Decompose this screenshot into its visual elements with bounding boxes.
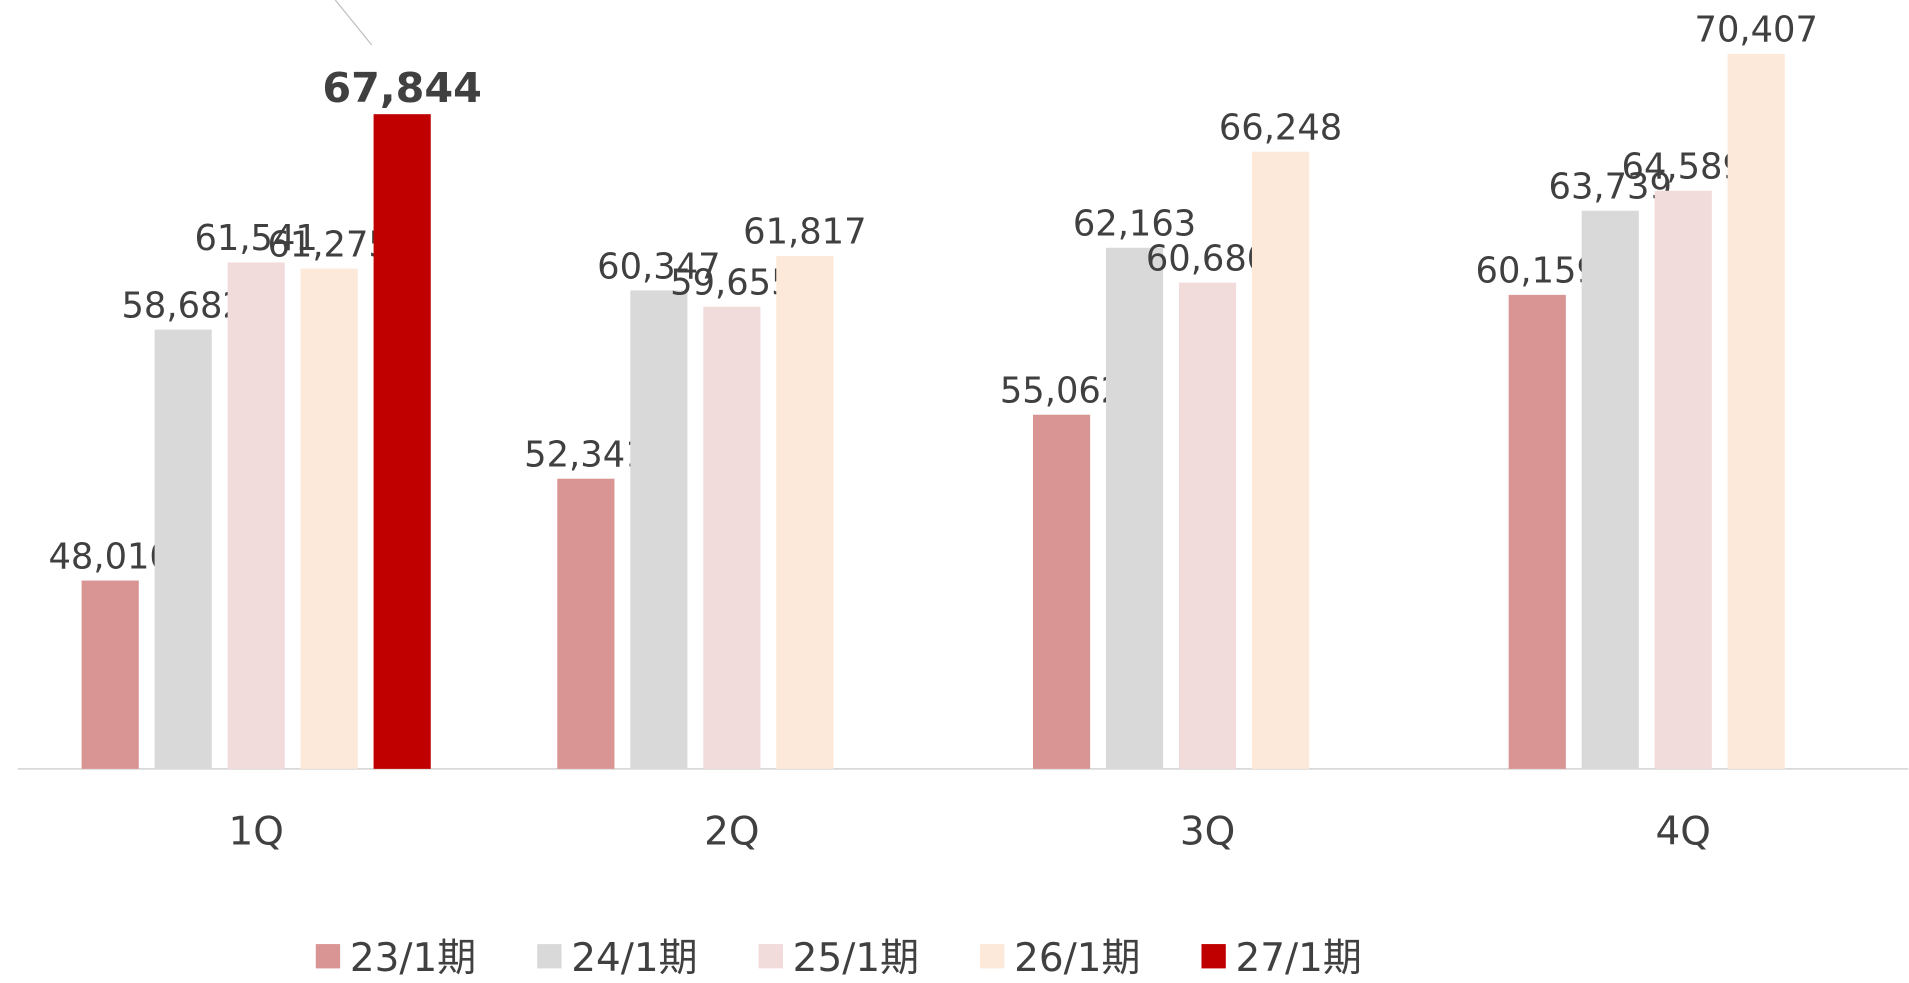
legend-swatch [537, 944, 562, 969]
data-label: 67,844 [322, 64, 482, 112]
data-label: 59,655 [670, 263, 793, 304]
bar [154, 329, 212, 769]
x-tick-label: 2Q [704, 809, 759, 854]
legend-swatch [315, 944, 341, 969]
bar [703, 306, 761, 769]
bar [1105, 247, 1164, 769]
data-label: 70,407 [1695, 10, 1818, 51]
legend-label: 23/1期 [350, 936, 476, 981]
bar [1654, 190, 1712, 769]
data-label: 62,163 [1073, 204, 1196, 245]
data-label: 52,341 [524, 435, 647, 476]
data-label: 66,248 [1219, 108, 1342, 149]
legend-label: 27/1期 [1236, 936, 1362, 981]
x-tick-label: 4Q [1656, 809, 1711, 854]
bar [630, 290, 688, 769]
bar [81, 580, 139, 769]
data-label: 55,062 [1000, 371, 1123, 412]
bar [300, 268, 358, 769]
bar [1178, 282, 1237, 769]
bar [1508, 294, 1566, 769]
data-label: 58,682 [121, 285, 244, 326]
data-label: 61,817 [743, 212, 866, 253]
data-label: 63,739 [1549, 167, 1672, 208]
bar [1251, 151, 1310, 769]
bar [373, 114, 431, 769]
legend-label: 25/1期 [793, 936, 919, 981]
bar [557, 478, 615, 769]
bar [776, 255, 834, 769]
data-label: 48,010 [48, 536, 171, 577]
x-tick-label: 1Q [228, 809, 283, 854]
data-label: 64,589 [1622, 147, 1745, 188]
legend-swatch [1201, 944, 1226, 969]
bar [1727, 53, 1785, 769]
x-tick-label: 3Q [1180, 809, 1235, 854]
bar [1032, 414, 1091, 769]
data-label: 61,541 [194, 218, 317, 259]
bar [227, 262, 285, 769]
annotation-leader [334, 0, 373, 46]
data-label: 60,347 [597, 246, 720, 287]
legend-label: 26/1期 [1014, 936, 1140, 981]
legend-swatch [980, 944, 1005, 969]
data-label: 61,275 [267, 224, 390, 265]
data-label: 60,680 [1146, 238, 1269, 279]
data-label: 60,159 [1476, 251, 1599, 292]
bar [1581, 210, 1639, 769]
legend-swatch [758, 944, 783, 969]
legend-label: 24/1期 [571, 936, 697, 981]
